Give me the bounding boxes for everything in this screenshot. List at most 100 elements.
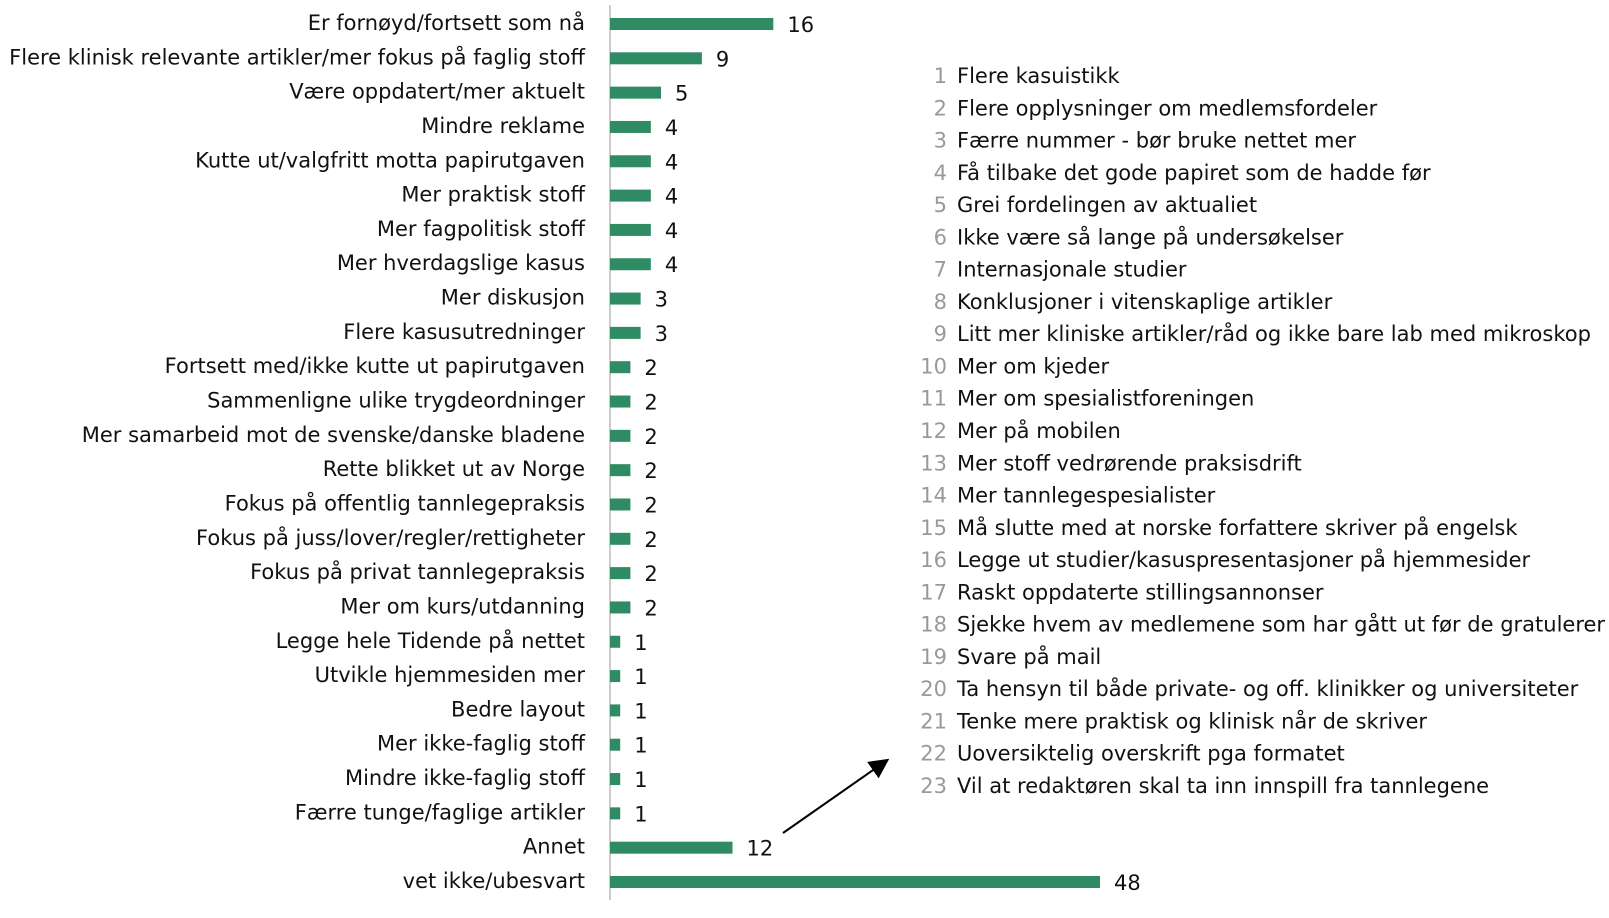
category-label: Mindre ikke-faglig stoff xyxy=(345,766,586,790)
category-label: Mer samarbeid mot de svenske/danske blad… xyxy=(82,423,585,447)
category-label: Fokus på juss/lover/regler/rettigheter xyxy=(196,525,585,550)
note-number: 18 xyxy=(920,613,947,637)
value-label: 2 xyxy=(644,425,657,449)
category-label: Fokus på offentlig tannlegepraksis xyxy=(225,490,585,515)
note-number: 1 xyxy=(934,64,947,88)
bar xyxy=(610,704,621,717)
note-text: Grei fordelingen av aktualiet xyxy=(957,193,1257,217)
category-label: Annet xyxy=(523,835,585,859)
category-label: Mer praktisk stoff xyxy=(401,183,585,207)
note-text: Uoversiktelig overskrift pga formatet xyxy=(957,742,1345,766)
category-label: Være oppdatert/mer aktuelt xyxy=(289,80,585,104)
note-text: Flere kasuistikk xyxy=(957,64,1121,88)
bar xyxy=(610,670,621,683)
bar xyxy=(610,738,621,751)
bar xyxy=(610,395,631,408)
bar xyxy=(610,189,651,202)
value-label: 2 xyxy=(644,493,657,517)
value-label: 16 xyxy=(787,13,814,37)
bar xyxy=(610,258,651,271)
value-label: 1 xyxy=(634,768,647,792)
value-label: 5 xyxy=(675,82,688,106)
bar xyxy=(610,223,651,236)
note-number: 9 xyxy=(934,322,947,346)
bar xyxy=(610,464,631,477)
bar xyxy=(610,155,651,168)
category-label: Utvikle hjemmesiden mer xyxy=(315,663,586,687)
note-number: 13 xyxy=(920,451,947,475)
value-label: 3 xyxy=(655,288,668,312)
bar xyxy=(610,52,702,65)
note-number: 11 xyxy=(920,387,947,411)
value-label: 2 xyxy=(644,596,657,620)
note-number: 5 xyxy=(934,193,947,217)
note-text: Få tilbake det gode papiret som de hadde… xyxy=(957,160,1431,185)
note-number: 16 xyxy=(920,548,947,572)
category-label: vet ikke/ubesvart xyxy=(403,869,585,893)
value-label: 1 xyxy=(634,665,647,689)
value-label: 2 xyxy=(644,356,657,380)
bar xyxy=(610,361,631,374)
value-label: 12 xyxy=(747,837,774,861)
note-number: 19 xyxy=(920,645,947,669)
value-label: 4 xyxy=(665,150,678,174)
category-label: Mer ikke-faglig stoff xyxy=(377,732,586,756)
note-text: Legge ut studier/kasuspresentasjoner på … xyxy=(957,547,1531,572)
arrow xyxy=(782,758,890,834)
bar xyxy=(610,841,733,854)
note-number: 2 xyxy=(934,96,947,120)
note-text: Mer tannlegespesialister xyxy=(957,484,1216,508)
note-number: 4 xyxy=(934,161,947,185)
note-number: 22 xyxy=(920,742,947,766)
value-label: 2 xyxy=(644,528,657,552)
value-label: 1 xyxy=(634,631,647,655)
value-label: 2 xyxy=(644,562,657,586)
value-label: 48 xyxy=(1114,871,1141,895)
category-label: Mer fagpolitisk stoff xyxy=(377,217,586,241)
bar xyxy=(610,532,631,545)
note-number: 8 xyxy=(934,290,947,314)
note-text: Internasjonale studier xyxy=(957,258,1187,282)
note-text: Svare på mail xyxy=(957,644,1101,669)
bar xyxy=(610,292,641,305)
note-text: Vil at redaktøren skal ta inn innspill f… xyxy=(957,774,1489,798)
category-label: Mer om kurs/utdanning xyxy=(340,594,585,618)
note-text: Raskt oppdaterte stillingsannonser xyxy=(957,580,1324,604)
category-label: Mer hverdagslige kasus xyxy=(337,251,585,275)
bar xyxy=(610,567,631,580)
note-number: 12 xyxy=(920,419,947,443)
note-text: Mer på mobilen xyxy=(957,418,1121,443)
note-number: 20 xyxy=(920,677,947,701)
note-number: 15 xyxy=(920,516,947,540)
category-label: Flere klinisk relevante artikler/mer fok… xyxy=(9,44,585,69)
note-text: Sjekke hvem av medlemene som har gått ut… xyxy=(957,612,1605,637)
note-text: Mer om kjeder xyxy=(957,354,1109,378)
note-text: Tenke mere praktisk og klinisk når de sk… xyxy=(956,708,1427,733)
note-number: 7 xyxy=(934,258,947,282)
note-text: Færre nummer - bør bruke nettet mer xyxy=(957,129,1356,153)
note-number: 17 xyxy=(920,580,947,604)
value-label: 1 xyxy=(634,802,647,826)
bar xyxy=(610,807,621,820)
note-text: Litt mer kliniske artikler/råd og ikke b… xyxy=(957,321,1591,346)
value-label: 4 xyxy=(665,253,678,277)
value-label: 3 xyxy=(655,322,668,346)
bar xyxy=(610,773,621,786)
value-label: 4 xyxy=(665,185,678,209)
note-text: Flere opplysninger om medlemsfordeler xyxy=(957,96,1378,120)
bar xyxy=(610,429,631,442)
note-number: 6 xyxy=(934,225,947,249)
category-label: Mer diskusjon xyxy=(441,286,585,310)
category-label: Sammenligne ulike trygdeordninger xyxy=(207,389,585,413)
category-label: Er fornøyd/fortsett som nå xyxy=(308,10,585,35)
value-label: 1 xyxy=(634,699,647,723)
bar xyxy=(610,18,774,30)
note-text: Mer stoff vedrørende praksisdrift xyxy=(957,451,1302,475)
note-number: 10 xyxy=(920,354,947,378)
category-label: Mindre reklame xyxy=(421,114,585,138)
value-label: 1 xyxy=(634,734,647,758)
value-label: 9 xyxy=(716,47,729,71)
value-label: 2 xyxy=(644,459,657,483)
bar xyxy=(610,86,662,99)
